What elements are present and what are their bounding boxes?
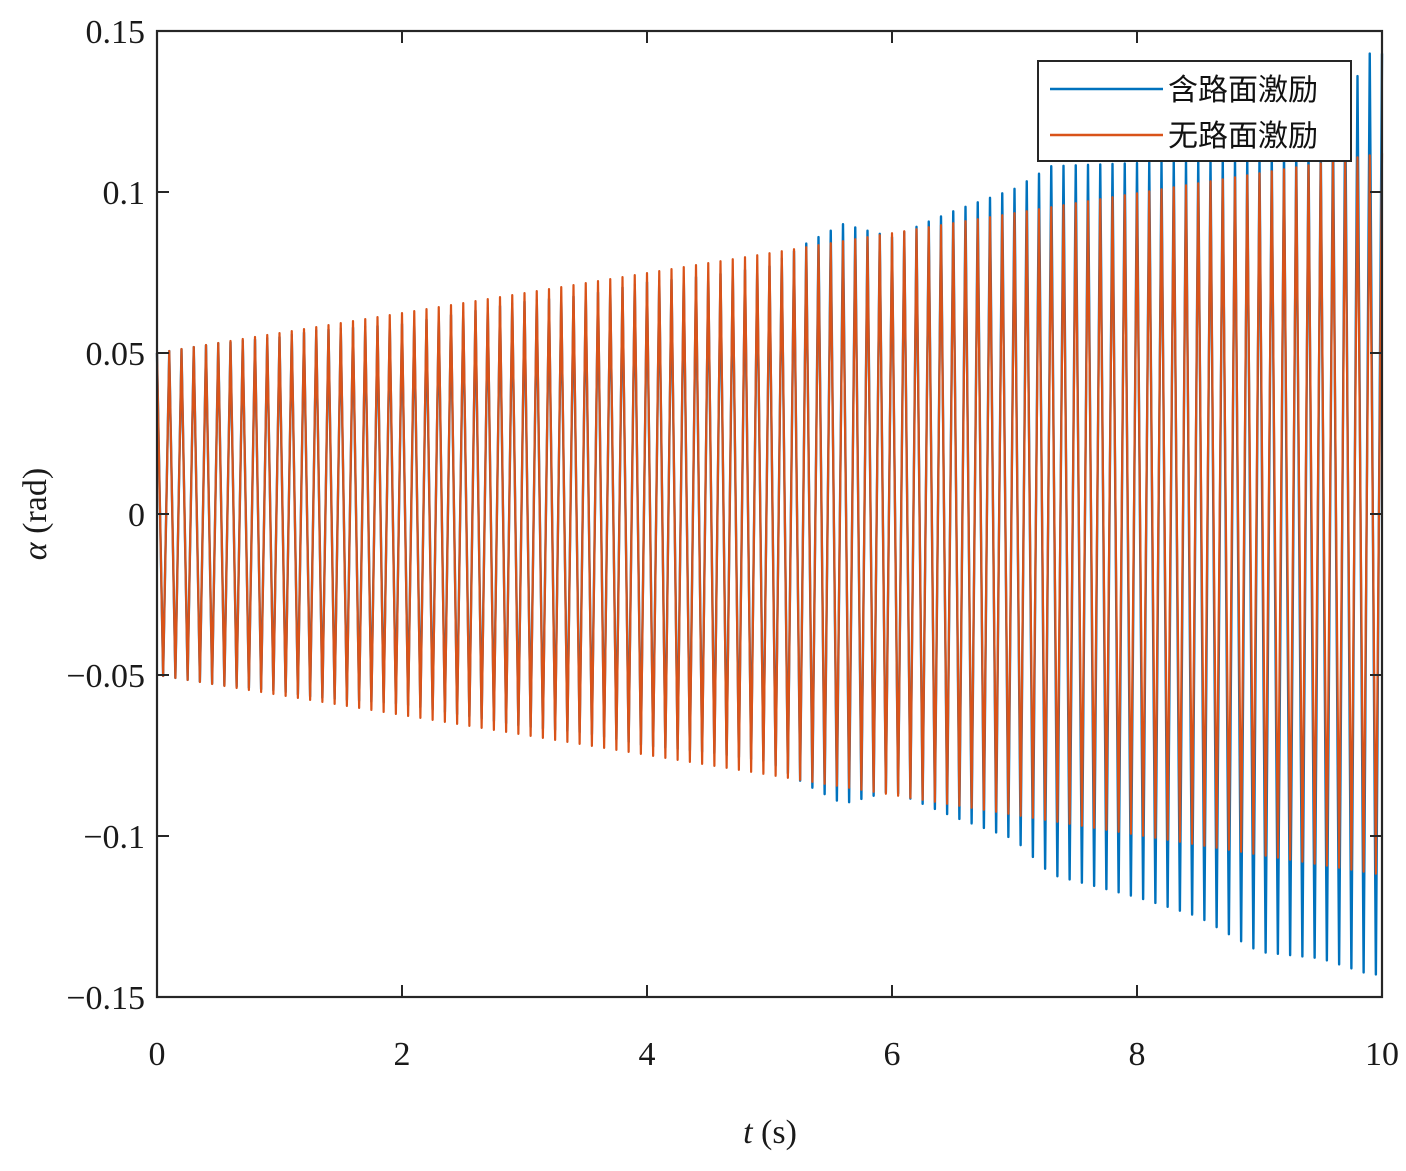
legend-label-without-road-excitation: 无路面激励 xyxy=(1168,119,1318,154)
x-tick-label: 2 xyxy=(394,1036,411,1073)
legend: 含路面激励 无路面激励 xyxy=(1037,60,1352,162)
x-tick-label: 4 xyxy=(639,1036,656,1073)
legend-label-with-road-excitation: 含路面激励 xyxy=(1168,73,1318,108)
y-tick-label: 0.15 xyxy=(86,14,146,51)
legend-box xyxy=(1037,60,1352,162)
y-tick-label: 0 xyxy=(128,497,145,534)
series-layer xyxy=(155,52,1384,976)
x-tick-label: 10 xyxy=(1365,1036,1399,1073)
series-line-without-road-excitation xyxy=(155,153,1384,875)
y-tick-label: 0.05 xyxy=(86,336,146,373)
tick-layer: 0 2 4 6 8 10 0.15 0.1 0.05 0 −0.05 −0.1 −0.15 xyxy=(66,14,1399,1073)
y-tick-label: −0.15 xyxy=(66,980,145,1017)
y-tick-label: 0.1 xyxy=(103,175,146,212)
x-tick-label: 8 xyxy=(1129,1036,1146,1073)
x-tick-label: 0 xyxy=(149,1036,166,1073)
y-tick-label: −0.1 xyxy=(83,819,145,856)
axes-box xyxy=(155,29,1384,999)
y-tick-label: −0.05 xyxy=(66,658,145,695)
x-tick-label: 6 xyxy=(884,1036,901,1073)
y-axis-label: α (rad) xyxy=(17,468,54,560)
x-axis-label: t (s) xyxy=(743,1114,797,1151)
